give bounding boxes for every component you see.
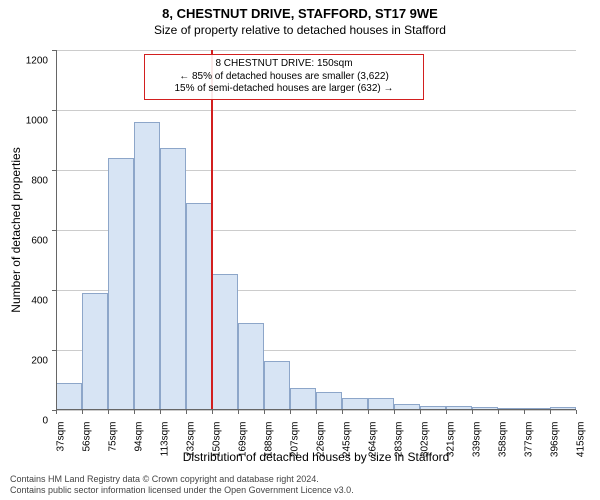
y-tick-label: 200 [14, 356, 48, 367]
histogram-bar [134, 122, 160, 410]
x-tick-label: 377sqm [524, 422, 535, 458]
annotation-line: ← 85% of detached houses are smaller (3,… [151, 71, 417, 84]
annotation-box: 8 CHESTNUT DRIVE: 150sqm← 85% of detache… [144, 54, 424, 100]
y-tick-label: 1200 [14, 56, 48, 67]
plot-area: 02004006008001000120037sqm56sqm75sqm94sq… [56, 50, 576, 410]
histogram-bar [82, 293, 108, 410]
attribution: Contains HM Land Registry data © Crown c… [10, 474, 354, 497]
chart-container: 8, CHESTNUT DRIVE, STAFFORD, ST17 9WE Si… [0, 0, 600, 500]
y-tick-label: 0 [14, 416, 48, 427]
x-tick-mark [238, 410, 239, 414]
histogram-bar [56, 383, 82, 410]
attribution-line-2: Contains public sector information licen… [10, 485, 354, 496]
x-tick-mark [56, 410, 57, 414]
x-tick-mark [82, 410, 83, 414]
x-tick-mark [368, 410, 369, 414]
x-axis-label: Distribution of detached houses by size … [183, 450, 450, 464]
x-tick-label: 94sqm [134, 422, 145, 452]
x-tick-mark [576, 410, 577, 414]
x-tick-mark [446, 410, 447, 414]
histogram-bar [186, 203, 212, 410]
histogram-bar [290, 388, 316, 411]
attribution-line-1: Contains HM Land Registry data © Crown c… [10, 474, 354, 485]
y-axis-label: Number of detached properties [9, 147, 23, 312]
x-tick-mark [160, 410, 161, 414]
histogram-bar [160, 148, 186, 411]
histogram-bar [212, 274, 238, 411]
y-axis-line [56, 50, 57, 410]
x-tick-mark [394, 410, 395, 414]
x-tick-label: 358sqm [498, 422, 509, 458]
x-tick-mark [472, 410, 473, 414]
gridline [56, 110, 576, 111]
x-tick-mark [316, 410, 317, 414]
x-tick-mark [342, 410, 343, 414]
annotation-line: 8 CHESTNUT DRIVE: 150sqm [151, 58, 417, 71]
histogram-bar [316, 392, 342, 410]
x-tick-label: 415sqm [576, 422, 587, 458]
histogram-bar [238, 323, 264, 410]
y-tick-label: 1000 [14, 116, 48, 127]
x-tick-mark [108, 410, 109, 414]
page-subtitle: Size of property relative to detached ho… [0, 21, 600, 37]
x-tick-mark [186, 410, 187, 414]
x-tick-label: 339sqm [472, 422, 483, 458]
gridline [56, 50, 576, 51]
x-tick-label: 113sqm [160, 422, 171, 457]
annotation-line: 15% of semi-detached houses are larger (… [151, 83, 417, 96]
property-marker-line [211, 50, 213, 410]
x-tick-mark [498, 410, 499, 414]
x-tick-mark [524, 410, 525, 414]
x-tick-mark [420, 410, 421, 414]
x-tick-label: 75sqm [108, 422, 119, 452]
x-tick-mark [134, 410, 135, 414]
x-tick-label: 396sqm [550, 422, 561, 458]
x-tick-mark [290, 410, 291, 414]
x-axis-line [56, 409, 576, 410]
x-tick-label: 56sqm [82, 422, 93, 452]
x-tick-mark [550, 410, 551, 414]
histogram-bar [264, 361, 290, 411]
x-tick-mark [264, 410, 265, 414]
x-tick-label: 37sqm [56, 422, 67, 452]
page-title: 8, CHESTNUT DRIVE, STAFFORD, ST17 9WE [0, 0, 600, 21]
histogram-bar [108, 158, 134, 410]
x-tick-mark [212, 410, 213, 414]
